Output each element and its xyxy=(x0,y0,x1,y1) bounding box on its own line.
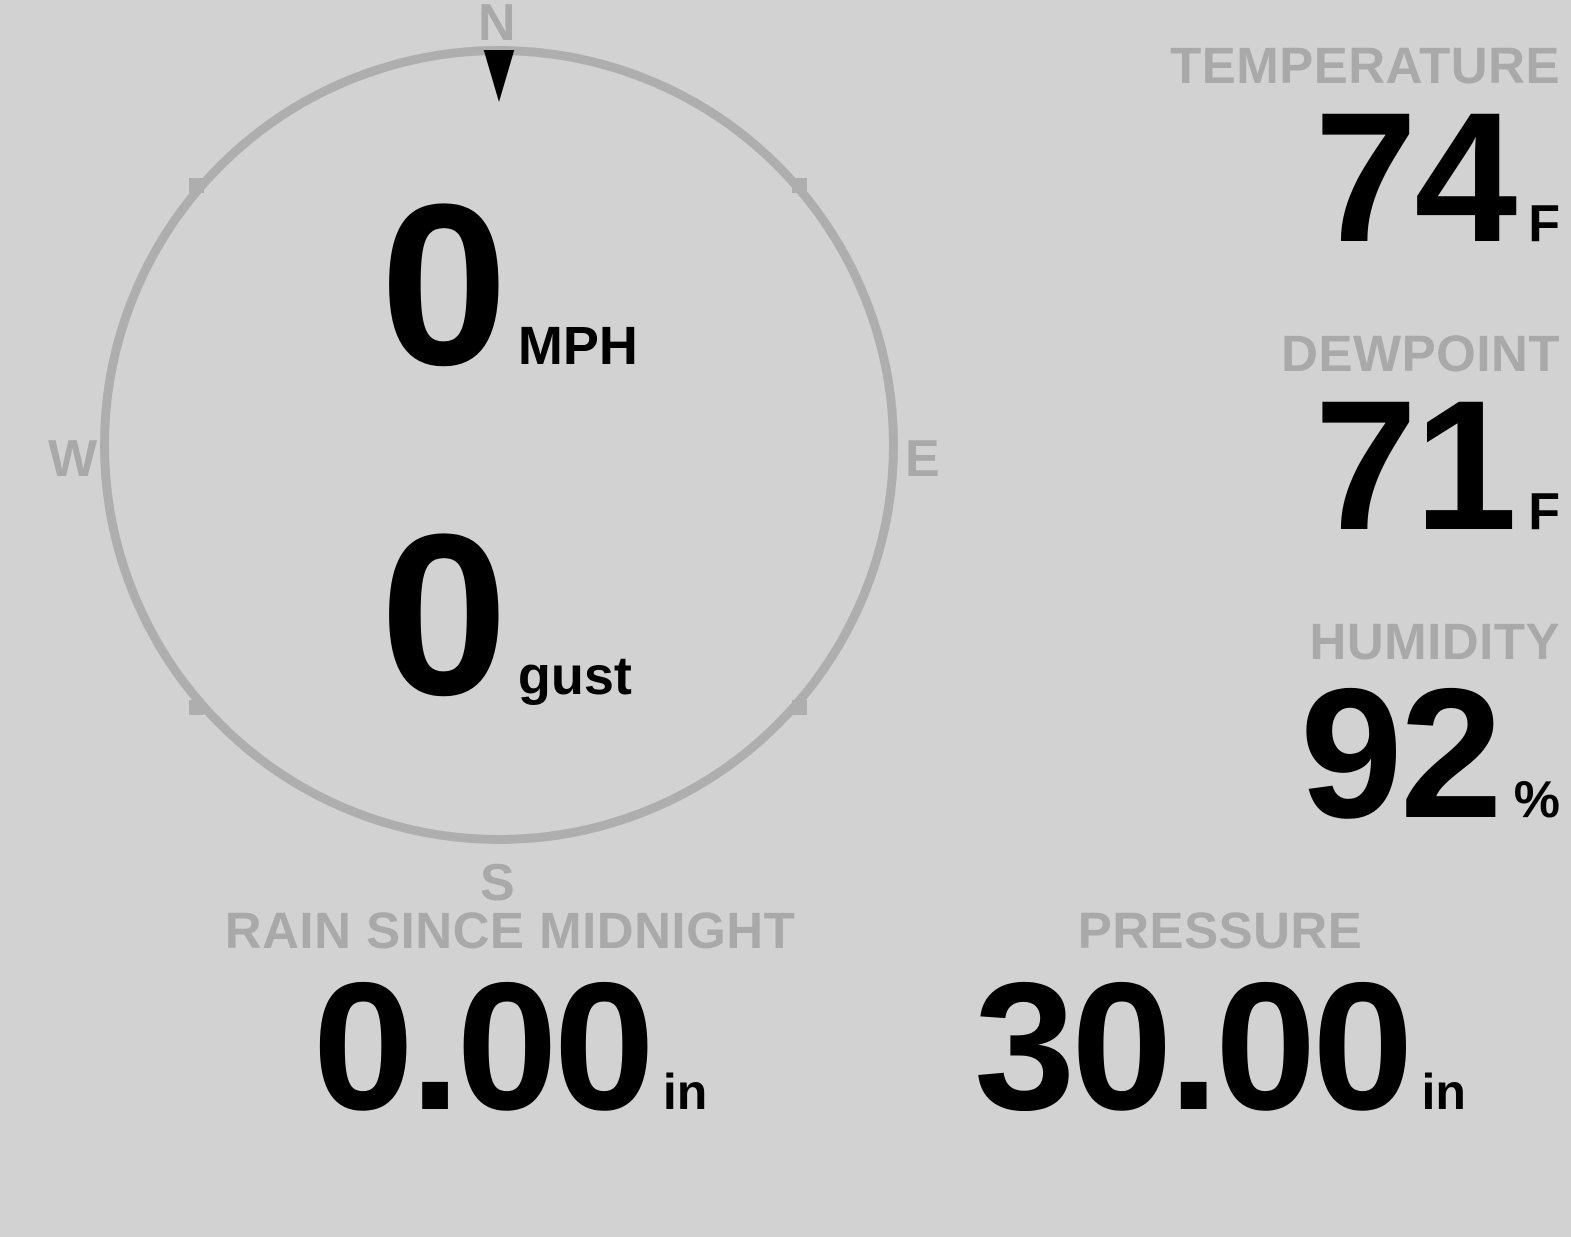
pressure-unit: in xyxy=(1421,1064,1466,1120)
compass-tick-southwest xyxy=(189,700,204,715)
dewpoint-block: DEWPOINT 71 F xyxy=(1140,325,1560,569)
rain-block: RAIN SINCE MIDNIGHT 0.00 in xyxy=(200,902,820,1148)
humidity-label: HUMIDITY xyxy=(1309,613,1560,670)
dewpoint-value: 71 xyxy=(1314,363,1517,569)
temperature-value: 74 xyxy=(1314,75,1517,281)
humidity-unit: % xyxy=(1513,771,1560,829)
dewpoint-unit: F xyxy=(1528,483,1560,541)
pressure-value: 30.00 xyxy=(974,944,1413,1148)
rain-value-row: 0.00 in xyxy=(200,944,820,1148)
temperature-label: TEMPERATURE xyxy=(1170,37,1560,94)
temperature-unit: F xyxy=(1528,195,1560,253)
compass-label-north: N xyxy=(478,0,516,52)
wind-direction-pointer-icon xyxy=(483,50,515,102)
temperature-block: TEMPERATURE 74 F xyxy=(1140,37,1560,281)
dewpoint-value-row: 71 F xyxy=(1140,363,1560,569)
wind-panel: N S E W 0 MPH 0 gust xyxy=(0,0,1000,909)
wind-speed-unit: MPH xyxy=(517,316,638,376)
rain-label: RAIN SINCE MIDNIGHT xyxy=(224,902,796,959)
compass-tick-northeast xyxy=(792,178,807,193)
rain-value: 0.00 xyxy=(312,944,655,1148)
pressure-value-row: 30.00 in xyxy=(880,944,1560,1148)
compass-label-south: S xyxy=(480,854,515,912)
wind-gust-value: 0 xyxy=(380,486,508,743)
wind-gust-readout: 0 gust xyxy=(380,486,632,743)
humidity-value-row: 92 % xyxy=(1140,651,1560,857)
compass-label-east: E xyxy=(905,430,940,488)
humidity-value: 92 xyxy=(1299,651,1503,857)
wind-speed-value: 0 xyxy=(380,156,508,413)
pressure-block: PRESSURE 30.00 in xyxy=(880,902,1560,1148)
wind-speed-readout: 0 MPH xyxy=(380,156,638,413)
rain-unit: in xyxy=(662,1064,708,1120)
temperature-value-row: 74 F xyxy=(1140,75,1560,281)
pressure-label: PRESSURE xyxy=(1077,902,1363,959)
compass-tick-southeast xyxy=(792,700,807,715)
dewpoint-label: DEWPOINT xyxy=(1281,325,1560,382)
humidity-block: HUMIDITY 92 % xyxy=(1140,613,1560,857)
compass-tick-northwest xyxy=(189,178,204,193)
wind-gust-unit: gust xyxy=(517,646,632,706)
compass-label-west: W xyxy=(48,430,98,488)
